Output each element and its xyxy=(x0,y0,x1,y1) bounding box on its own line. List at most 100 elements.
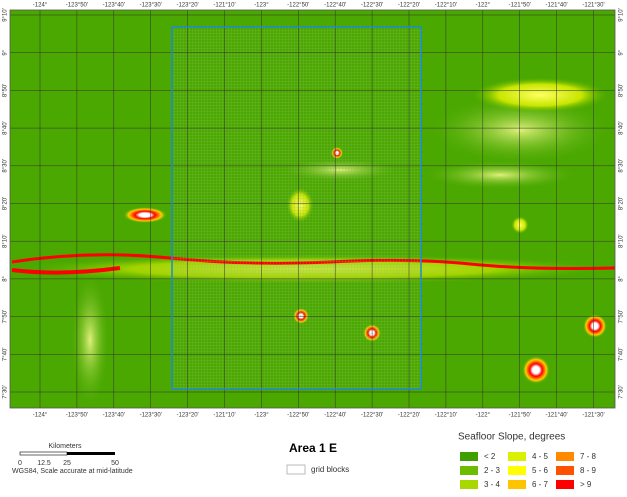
lat-label-right: 9°10' xyxy=(619,8,625,22)
lon-label-bottom: -121°50' xyxy=(509,413,531,419)
fracture-ridge xyxy=(11,266,121,275)
relief xyxy=(70,270,110,410)
legend-swatch xyxy=(556,466,574,475)
lon-label-top: -122°10' xyxy=(435,3,457,9)
lat-label-right: 8°10' xyxy=(619,234,625,248)
lat-label-left: 8° xyxy=(3,275,9,281)
area-boundary xyxy=(171,26,422,390)
lat-label-left: 9°10' xyxy=(3,8,9,22)
legend-swatch xyxy=(460,480,478,489)
lon-label-top: -123°30' xyxy=(140,3,162,9)
lon-label-bottom: -122° xyxy=(476,413,491,419)
lon-label-top: -121°30' xyxy=(582,3,604,9)
lat-label-right: 8°50' xyxy=(619,84,625,98)
lon-label-bottom: -123°30' xyxy=(140,413,162,419)
relief xyxy=(420,160,580,190)
lon-label-bottom: -123° xyxy=(254,413,269,419)
lon-label-bottom: -122°50' xyxy=(287,413,309,419)
legend-swatch xyxy=(460,466,478,475)
legend-title: Seafloor Slope, degrees xyxy=(458,432,565,443)
legend-label: < 2 xyxy=(484,452,496,461)
seamount xyxy=(522,356,550,384)
scale-tick-label: 12.5 xyxy=(37,460,51,467)
lon-label-top: -122°40' xyxy=(324,3,346,9)
lon-label-bottom: -122°20' xyxy=(398,413,420,419)
graticule xyxy=(10,10,615,408)
lat-label-right: 8°40' xyxy=(619,121,625,135)
lat-label-left: 8°30' xyxy=(3,159,9,173)
lon-label-top: -123° xyxy=(254,3,269,9)
map xyxy=(9,9,616,410)
scale-bar: Kilometers 0 12.5 25 50 WGS84, Scale acc… xyxy=(12,443,133,475)
lat-label-right: 7°50' xyxy=(619,310,625,324)
lat-label-left: 7°50' xyxy=(3,310,9,324)
scale-note: WGS84, Scale accurate at mid-latitude xyxy=(12,468,133,475)
lon-label-top: -123°20' xyxy=(176,3,198,9)
lat-label-left: 8°40' xyxy=(3,121,9,135)
lat-label-right: 8° xyxy=(619,275,625,281)
scale-segment xyxy=(67,452,115,455)
seamount xyxy=(511,216,529,234)
lat-label-right: 8°20' xyxy=(619,197,625,211)
lat-label-left: 9° xyxy=(3,49,9,55)
lon-label-bottom: -121°40' xyxy=(545,413,567,419)
legend-swatch xyxy=(508,480,526,489)
legend-label: 6 - 7 xyxy=(532,480,549,489)
scale-segment xyxy=(19,451,68,456)
seamount xyxy=(123,207,167,223)
legend-swatch xyxy=(460,452,478,461)
lat-label-left: 8°20' xyxy=(3,197,9,211)
lon-label-top: -121°40' xyxy=(545,3,567,9)
lon-label-bottom: -123°50' xyxy=(66,413,88,419)
relief xyxy=(425,95,615,165)
legend-label: > 9 xyxy=(580,480,592,489)
lon-label-top: -121°10' xyxy=(213,3,235,9)
legend-label: 4 - 5 xyxy=(532,452,549,461)
lon-label-top: -122°20' xyxy=(398,3,420,9)
legend-swatch xyxy=(508,466,526,475)
legend-label: 7 - 8 xyxy=(580,452,597,461)
lon-label-bottom: -122°30' xyxy=(361,413,383,419)
lat-label-left: 7°40' xyxy=(3,348,9,362)
lon-label-bottom: -121°10' xyxy=(213,413,235,419)
scale-tick-label: 0 xyxy=(18,460,22,467)
lat-label-left: 8°50' xyxy=(3,84,9,98)
legend-label: 3 - 4 xyxy=(484,480,501,489)
lat-label-left: 8°10' xyxy=(3,234,9,248)
lon-label-top: -124° xyxy=(33,3,48,9)
legend-label: 2 - 3 xyxy=(484,466,501,475)
legend: Seafloor Slope, degrees < 2 2 - 3 3 - 4 4 -… xyxy=(458,432,597,489)
lon-label-bottom: -122°10' xyxy=(435,413,457,419)
scale-tick-label: 50 xyxy=(111,460,119,467)
legend-swatch xyxy=(556,480,574,489)
lon-label-top: -123°40' xyxy=(103,3,125,9)
legend-swatch xyxy=(556,452,574,461)
legend-label: 8 - 9 xyxy=(580,466,597,475)
legend-swatch xyxy=(508,452,526,461)
grid-blocks-label: grid blocks xyxy=(311,465,349,474)
lon-label-bottom: -122°40' xyxy=(324,413,346,419)
lon-label-top: -122°30' xyxy=(361,3,383,9)
lat-label-right: 7°30' xyxy=(619,385,625,399)
scale-title: Kilometers xyxy=(48,443,82,450)
seamount xyxy=(583,314,607,338)
grid-blocks xyxy=(172,27,421,389)
relief xyxy=(470,77,610,113)
lon-label-bottom: -123°40' xyxy=(103,413,125,419)
lat-label-right: 8°30' xyxy=(619,159,625,173)
lon-label-top: -122°50' xyxy=(287,3,309,9)
legend-label: 5 - 6 xyxy=(532,466,549,475)
scale-tick-label: 25 xyxy=(63,460,71,467)
lat-label-right: 9° xyxy=(619,49,625,55)
map-frame xyxy=(9,9,616,409)
lon-label-bottom: -123°20' xyxy=(176,413,198,419)
lon-label-top: -123°50' xyxy=(66,3,88,9)
grid-blocks-swatch xyxy=(286,464,306,475)
lat-label-left: 7°30' xyxy=(3,385,9,399)
lon-label-top: -121°50' xyxy=(509,3,531,9)
map-title: Area 1 E xyxy=(289,441,337,455)
lat-label-right: 7°40' xyxy=(619,348,625,362)
lon-label-bottom: -124° xyxy=(33,413,48,419)
lon-label-top: -122° xyxy=(476,3,491,9)
